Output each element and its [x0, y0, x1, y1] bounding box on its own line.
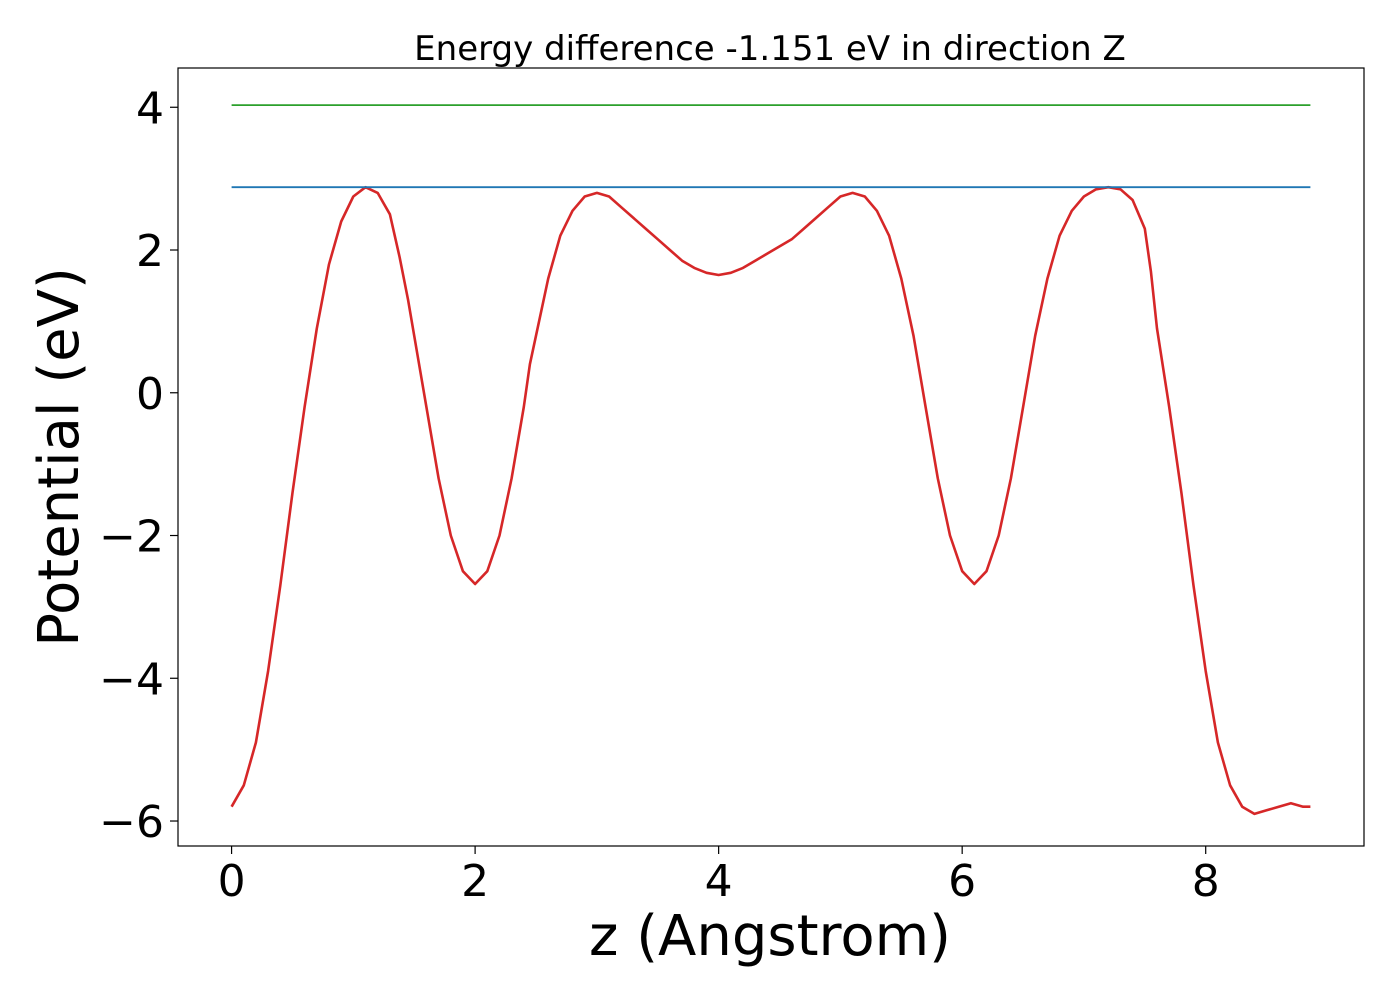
x-tick-label: 4	[705, 856, 733, 907]
x-tick-label: 2	[461, 856, 489, 907]
x-tick-label: 8	[1192, 856, 1220, 907]
series-line-0	[230, 185, 1311, 816]
y-tick-label: −2	[99, 512, 164, 563]
y-tick-label: −4	[99, 654, 164, 705]
axes-frame	[177, 67, 1365, 847]
chart-title: Energy difference -1.151 eV in direction…	[414, 29, 1126, 69]
x-axis-title: z (Angstrom)	[589, 904, 951, 969]
y-tick-label: 2	[136, 226, 164, 277]
axis-ticks: 0 2 4 6 8 −6 −4 −2 0 2 4	[99, 83, 1220, 907]
y-tick-label: 4	[136, 83, 164, 134]
y-axis-title: Potential (eV)	[27, 267, 92, 647]
plot-area	[230, 104, 1311, 816]
y-tick-label: 0	[136, 369, 164, 420]
y-tick-label: −6	[99, 797, 164, 848]
x-tick-label: 6	[948, 856, 976, 907]
x-tick-label: 0	[218, 856, 246, 907]
